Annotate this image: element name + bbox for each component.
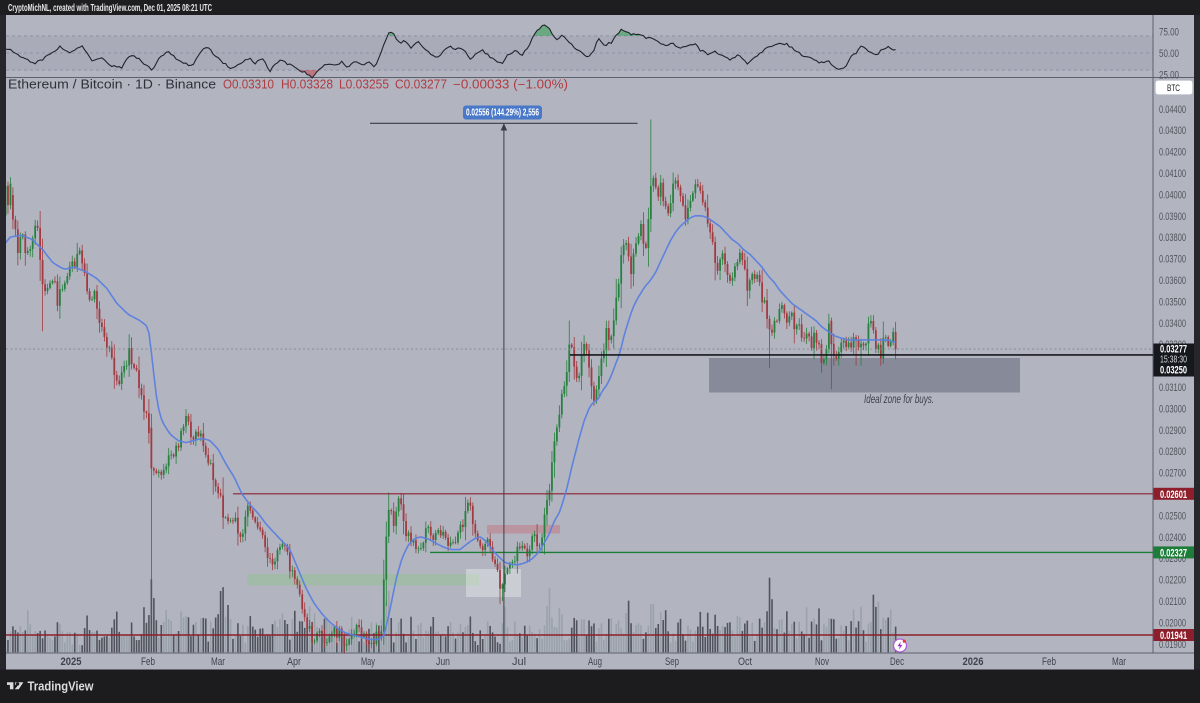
svg-text:2026: 2026 xyxy=(963,656,984,668)
svg-text:Jul: Jul xyxy=(512,656,526,668)
svg-text:0.03400: 0.03400 xyxy=(1159,318,1186,330)
svg-text:0.02327: 0.02327 xyxy=(1160,547,1187,559)
svg-text:TradingView: TradingView xyxy=(28,679,95,694)
svg-text:Dec: Dec xyxy=(890,656,904,668)
svg-text:Ethereum / Bitcoin · 1D · Bina: Ethereum / Bitcoin · 1D · Binance xyxy=(8,78,216,92)
svg-text:C0.03277: C0.03277 xyxy=(395,78,447,92)
svg-text:0.03250: 0.03250 xyxy=(1160,365,1187,377)
svg-text:Sep: Sep xyxy=(665,656,679,668)
svg-text:Feb: Feb xyxy=(1042,656,1056,668)
svg-text:0.01941: 0.01941 xyxy=(1160,630,1187,642)
svg-text:50.00: 50.00 xyxy=(1159,48,1179,60)
svg-text:0.02000: 0.02000 xyxy=(1159,617,1186,629)
svg-text:Apr: Apr xyxy=(287,656,301,668)
svg-text:0.03500: 0.03500 xyxy=(1159,296,1186,308)
svg-text:Mar: Mar xyxy=(211,656,225,668)
svg-text:25.00: 25.00 xyxy=(1159,69,1179,81)
svg-text:Feb: Feb xyxy=(141,656,155,668)
svg-text:Aug: Aug xyxy=(588,656,602,668)
svg-text:15:38:30: 15:38:30 xyxy=(1160,354,1187,366)
svg-text:Nov: Nov xyxy=(815,656,829,668)
svg-text:0.04400: 0.04400 xyxy=(1159,104,1186,116)
svg-text:H0.03328: H0.03328 xyxy=(281,78,333,92)
svg-text:0.03000: 0.03000 xyxy=(1159,403,1186,415)
svg-text:0.02200: 0.02200 xyxy=(1159,575,1186,587)
svg-text:0.01900: 0.01900 xyxy=(1159,639,1186,651)
svg-text:0.02800: 0.02800 xyxy=(1159,446,1186,458)
svg-text:BTC: BTC xyxy=(1167,83,1180,94)
svg-text:0.02601: 0.02601 xyxy=(1160,489,1187,501)
svg-text:0.03700: 0.03700 xyxy=(1159,254,1186,266)
svg-text:2025: 2025 xyxy=(61,656,82,668)
svg-text:L0.03255: L0.03255 xyxy=(339,78,389,92)
svg-text:0.03100: 0.03100 xyxy=(1159,382,1186,394)
svg-text:0.02400: 0.02400 xyxy=(1159,532,1186,544)
svg-text:0.03900: 0.03900 xyxy=(1159,211,1186,223)
svg-text:0.02556 (144.29%) 2,556: 0.02556 (144.29%) 2,556 xyxy=(466,107,539,119)
svg-text:0.02100: 0.02100 xyxy=(1159,596,1186,608)
svg-text:Mar: Mar xyxy=(1112,656,1126,668)
svg-text:0.02700: 0.02700 xyxy=(1159,468,1186,480)
svg-text:Oct: Oct xyxy=(738,656,752,668)
svg-text:Jun: Jun xyxy=(436,656,450,668)
svg-text:May: May xyxy=(361,656,375,668)
svg-text:0.04300: 0.04300 xyxy=(1159,125,1186,137)
svg-text:0.03800: 0.03800 xyxy=(1159,232,1186,244)
svg-text:0.03600: 0.03600 xyxy=(1159,275,1186,287)
svg-text:0.03277: 0.03277 xyxy=(1160,344,1187,356)
svg-text:0.04200: 0.04200 xyxy=(1159,147,1186,159)
svg-text:0.04000: 0.04000 xyxy=(1159,189,1186,201)
svg-text:O0.03310: O0.03310 xyxy=(223,78,274,92)
svg-text:0.02500: 0.02500 xyxy=(1159,510,1186,522)
svg-text:CryptoMichNL, created with Tra: CryptoMichNL, created with TradingView.c… xyxy=(8,3,212,14)
svg-text:0.04100: 0.04100 xyxy=(1159,168,1186,180)
svg-text:Ideal zone for buys.: Ideal zone for buys. xyxy=(864,394,934,406)
svg-text:75.00: 75.00 xyxy=(1159,27,1179,39)
svg-text:−0.00033 (−1.00%): −0.00033 (−1.00%) xyxy=(453,78,568,92)
svg-text:0.02900: 0.02900 xyxy=(1159,425,1186,437)
